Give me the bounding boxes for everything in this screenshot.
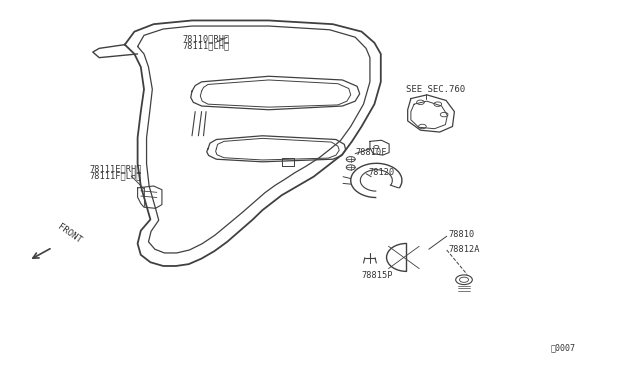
Text: 78812A: 78812A (448, 245, 479, 254)
Text: 78120: 78120 (368, 169, 394, 177)
Text: 78111E〈RH〉: 78111E〈RH〉 (90, 165, 142, 174)
Text: SEE SEC.760: SEE SEC.760 (406, 85, 465, 94)
Text: 78810F: 78810F (355, 148, 387, 157)
Text: ➀0007: ➀0007 (550, 343, 575, 352)
Text: 78815P: 78815P (362, 271, 393, 280)
Text: 78111〈LH〉: 78111〈LH〉 (182, 41, 230, 50)
Text: FRONT: FRONT (56, 223, 83, 246)
Text: 78810: 78810 (448, 230, 474, 239)
Text: 78111F〈LH〉: 78111F〈LH〉 (90, 171, 142, 180)
Text: 78110〈RH〉: 78110〈RH〉 (182, 35, 230, 44)
